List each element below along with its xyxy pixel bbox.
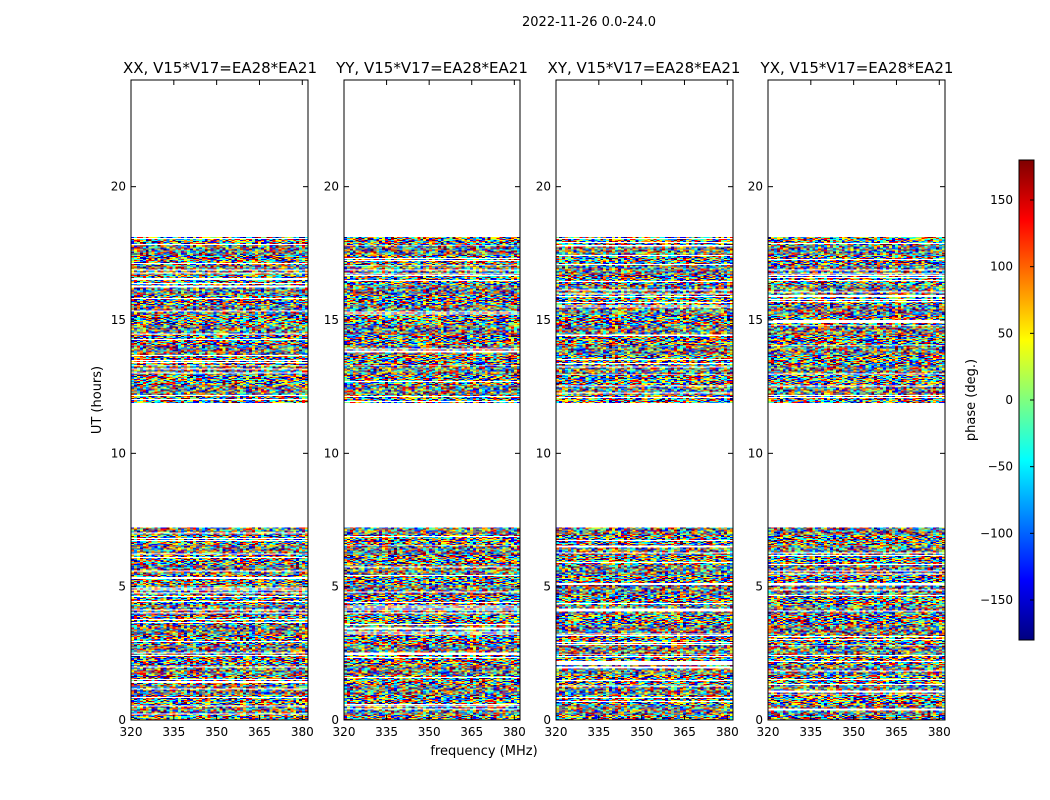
x-ticks: 320 335 350 365 380: [333, 80, 526, 739]
heatmap-image: [131, 80, 308, 720]
x-tick-label: 350: [418, 725, 441, 739]
y-tick-label: 20: [111, 180, 126, 194]
y-tick-label: 5: [118, 580, 126, 594]
x-tick-label: 365: [248, 725, 271, 739]
x-ticks: 320 335 350 365 380: [757, 80, 951, 739]
y-tick-label: 0: [543, 713, 551, 727]
x-tick-label: 335: [799, 725, 822, 739]
colorbar-tick-label: 150: [990, 193, 1013, 207]
y-tick-label: 10: [748, 446, 763, 460]
y-tick-label: 10: [536, 446, 551, 460]
y-tick-label: 10: [324, 446, 339, 460]
heatmap-cells: [768, 80, 945, 720]
x-tick-label: 335: [162, 725, 185, 739]
x-tick-label: 320: [333, 725, 356, 739]
axes-frame: [767, 79, 946, 721]
x-tick-label: 380: [716, 725, 739, 739]
y-ticks: 0 5 10 15 20: [324, 180, 520, 727]
panel-xy: XY, V15*V17=EA28*EA21 320 335 350 365 380 0 5…: [536, 59, 741, 739]
x-tick-label: 380: [928, 725, 951, 739]
x-tick-label: 380: [503, 725, 526, 739]
x-tick-label: 365: [885, 725, 908, 739]
heatmap-image: [768, 80, 945, 720]
heatmap-cells: [131, 80, 308, 720]
x-tick-label: 320: [545, 725, 568, 739]
y-tick-label: 15: [748, 313, 763, 327]
heatmap-cells: [556, 80, 733, 720]
panel-title: YY, V15*V17=EA28*EA21: [335, 59, 528, 77]
colorbar-tick-label: −100: [980, 526, 1013, 540]
x-tick-label: 335: [375, 725, 398, 739]
y-tick-label: 20: [536, 180, 551, 194]
x-tick-label: 350: [630, 725, 653, 739]
x-ticks: 320 335 350 365 380: [120, 80, 314, 739]
x-ticks: 320 335 350 365 380: [545, 80, 739, 739]
y-tick-label: 0: [118, 713, 126, 727]
y-tick-label: 5: [331, 580, 339, 594]
x-tick-label: 365: [673, 725, 696, 739]
heatmap-image: [344, 80, 520, 720]
axes-frame: [343, 79, 521, 721]
axes-frame: [130, 79, 309, 721]
colorbar-label: phase (deg.): [964, 359, 979, 441]
panel-title: XX, V15*V17=EA28*EA21: [123, 59, 317, 77]
colorbar-tick-label: −50: [988, 460, 1013, 474]
x-tick-label: 335: [587, 725, 610, 739]
colorbar-tick-label: −150: [980, 593, 1013, 607]
colorbar-tick-label: 0: [1005, 393, 1013, 407]
x-tick-label: 350: [205, 725, 228, 739]
axes-frame: [555, 79, 734, 721]
y-tick-label: 20: [324, 180, 339, 194]
x-tick-label: 320: [757, 725, 780, 739]
y-tick-label: 0: [331, 713, 339, 727]
y-tick-label: 5: [755, 580, 763, 594]
y-tick-label: 15: [111, 313, 126, 327]
heatmap-image: [556, 80, 733, 720]
y-ticks: 0 5 10 15 20: [536, 180, 733, 727]
y-tick-label: 5: [543, 580, 551, 594]
panel-yx: YX, V15*V17=EA28*EA21 320 335 350 365 380 0 5…: [748, 59, 954, 739]
x-tick-label: 350: [842, 725, 865, 739]
y-axis-label: UT (hours): [90, 366, 105, 434]
panel-title: XY, V15*V17=EA28*EA21: [548, 59, 741, 77]
panel-title: YX, V15*V17=EA28*EA21: [760, 59, 954, 77]
y-tick-label: 15: [324, 313, 339, 327]
x-axis-label: frequency (MHz): [430, 744, 537, 759]
x-tick-label: 365: [460, 725, 483, 739]
panel-xx: XX, V15*V17=EA28*EA21 320 335 350 365 380 0 5…: [111, 59, 317, 739]
y-tick-label: 20: [748, 180, 763, 194]
y-ticks: 0 5 10 15 20: [748, 180, 945, 727]
y-ticks: 0 5 10 15 20: [111, 180, 308, 727]
x-tick-label: 380: [291, 725, 314, 739]
y-tick-label: 15: [536, 313, 551, 327]
colorbar-tick-label: 100: [990, 260, 1013, 274]
colorbar-ticks: −150 −100 −50 0 50 100 150: [980, 193, 1034, 607]
y-tick-label: 10: [111, 446, 126, 460]
colorbar-tick-label: 50: [998, 326, 1013, 340]
x-tick-label: 320: [120, 725, 143, 739]
y-tick-label: 0: [755, 713, 763, 727]
panel-yy: YY, V15*V17=EA28*EA21 320 335 350 365 380 0 5…: [324, 59, 528, 739]
heatmap-cells: [344, 80, 520, 720]
figure-suptitle: 2022-11-26 0.0-24.0: [522, 15, 656, 30]
